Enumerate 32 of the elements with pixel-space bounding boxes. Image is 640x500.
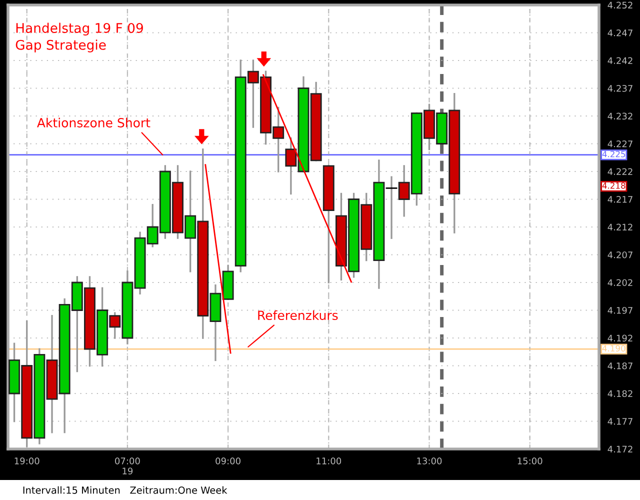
y-tick-label: 4.212 (608, 224, 632, 230)
annotation: Aktionszone Short (37, 118, 150, 128)
text: Intervall:15 Minuten Zeitraum:One Week (23, 486, 228, 494)
y-tick-label: 4.242 (608, 57, 632, 64)
y-tick-label: 4.227 (608, 140, 632, 148)
x-tick-label: 13:00 (417, 457, 442, 464)
x-tick-label: 11:00 (316, 457, 342, 464)
x-tick-label: 19:00 (14, 457, 40, 464)
ref-line-label: 4.190 (602, 345, 626, 352)
candlestick (386, 176, 398, 239)
y-tick-label: 4.237 (608, 84, 632, 92)
y-tick-label: 4.202 (608, 279, 632, 286)
y-tick-label: 4.172 (608, 446, 632, 452)
y-tick-label: 4.232 (608, 112, 632, 120)
x-tick-label: 07:00 19 (115, 457, 140, 474)
y-tick-label: 4.187 (608, 362, 632, 370)
y-tick-label: 4.222 (608, 168, 632, 175)
annotation: Referenzkurs (258, 310, 338, 320)
y-tick-label: 4.252 (608, 2, 632, 9)
y-tick-label: 4.182 (608, 390, 632, 398)
y-tick-label: 4.197 (608, 306, 632, 314)
y-tick-label: 4.247 (608, 29, 632, 36)
x-tick-label: 15:00 (518, 457, 542, 464)
y-tick-label: 4.192 (608, 334, 632, 342)
x-tick-label: 09:00 (216, 457, 240, 464)
y-tick-label: 4.217 (608, 196, 632, 203)
y-tick-label: 4.207 (608, 251, 632, 258)
y-tick-label: 4.177 (608, 418, 632, 425)
text: Gap Strategie (16, 40, 106, 52)
text: 4.218 (602, 182, 626, 189)
text: Handelstag 19 F 09 (16, 22, 143, 36)
ref-line-label: 4.225 (602, 150, 626, 158)
